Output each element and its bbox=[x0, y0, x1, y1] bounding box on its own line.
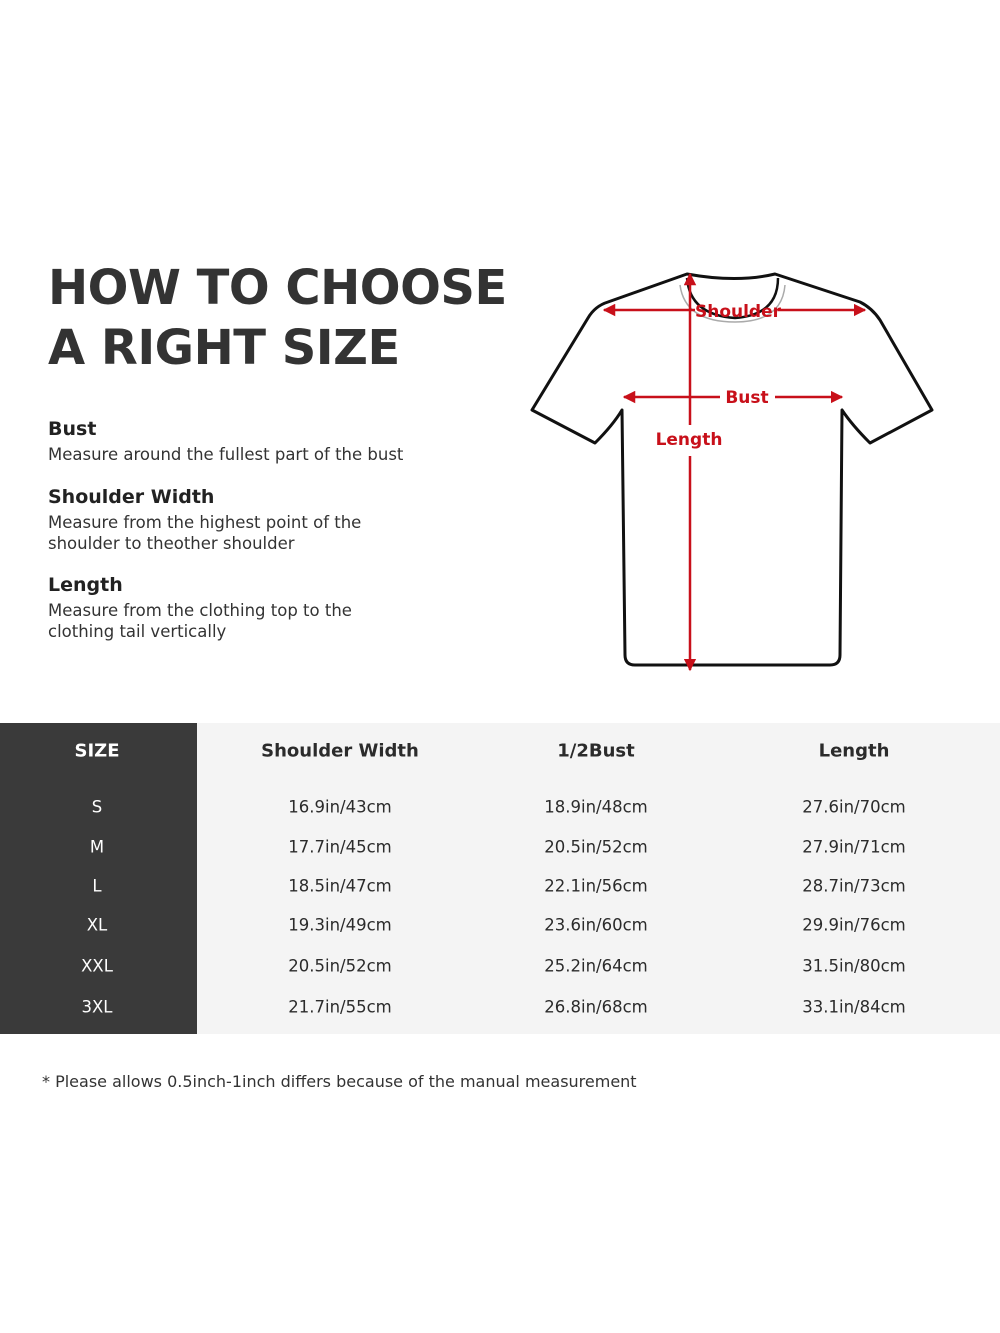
column-header: Length bbox=[818, 740, 890, 762]
size-label: L bbox=[92, 876, 102, 896]
length-label: Length bbox=[656, 430, 723, 450]
table-cell: 23.6in/60cm bbox=[544, 915, 648, 935]
table-cell: 22.1in/56cm bbox=[544, 876, 648, 896]
guide-length: Length Measure from the clothing top to … bbox=[48, 574, 352, 641]
table-cell: 25.2in/64cm bbox=[544, 956, 648, 976]
size-label: S bbox=[91, 797, 103, 817]
bust-label: Bust bbox=[725, 388, 768, 408]
size-label: 3XL bbox=[81, 997, 113, 1017]
tshirt-outline bbox=[530, 272, 934, 667]
table-cell: 16.9in/43cm bbox=[288, 797, 392, 817]
table-cell: 26.8in/68cm bbox=[544, 997, 648, 1017]
tshirt-diagram: Shoulder Bust Length bbox=[530, 272, 934, 672]
size-table: SIZE Shoulder Width 1/2Bust Length S 16.9in/4… bbox=[0, 723, 1000, 1034]
table-cell: 20.5in/52cm bbox=[544, 837, 648, 857]
table-cell: 18.5in/47cm bbox=[288, 876, 392, 896]
table-cell: 27.9in/71cm bbox=[802, 837, 906, 857]
table-cell: 20.5in/52cm bbox=[288, 956, 392, 976]
measurement-note: * Please allows 0.5inch-1inch differs be… bbox=[42, 1072, 637, 1091]
size-label: M bbox=[89, 837, 105, 857]
table-cell: 18.9in/48cm bbox=[544, 797, 648, 817]
table-cell: 28.7in/73cm bbox=[802, 876, 906, 896]
size-label: XXL bbox=[81, 956, 113, 976]
page-title: HOW TO CHOOSE A RIGHT SIZE bbox=[48, 260, 507, 376]
guide-shoulder-width: Shoulder Width Measure from the highest … bbox=[48, 486, 362, 553]
table-cell: 29.9in/76cm bbox=[802, 915, 906, 935]
guide-bust: Bust Measure around the fullest part of … bbox=[48, 418, 404, 464]
column-header: Shoulder Width bbox=[261, 740, 419, 762]
column-header: 1/2Bust bbox=[557, 740, 635, 762]
table-cell: 21.7in/55cm bbox=[288, 997, 392, 1017]
table-cell: 27.6in/70cm bbox=[802, 797, 906, 817]
table-cell: 17.7in/45cm bbox=[288, 837, 392, 857]
shoulder-label: Shoulder bbox=[695, 302, 782, 322]
table-cell: 31.5in/80cm bbox=[802, 956, 906, 976]
size-label: XL bbox=[86, 915, 108, 935]
column-header: SIZE bbox=[74, 740, 120, 762]
table-cell: 19.3in/49cm bbox=[288, 915, 392, 935]
table-cell: 33.1in/84cm bbox=[802, 997, 906, 1017]
size-column bbox=[0, 723, 197, 1034]
